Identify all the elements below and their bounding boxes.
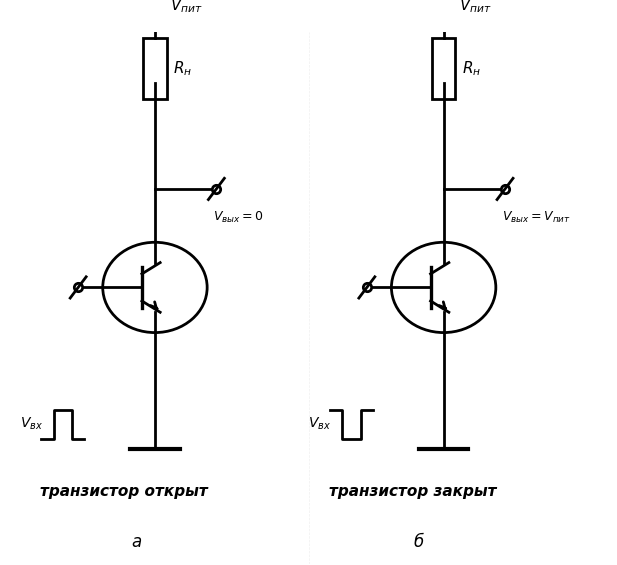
- Text: $R_{н}$: $R_{н}$: [173, 59, 193, 78]
- Text: транзистор открыт: транзистор открыт: [40, 484, 208, 499]
- Text: транзистор закрыт: транзистор закрыт: [329, 484, 497, 499]
- Text: $V_{вх}$: $V_{вх}$: [308, 416, 331, 432]
- Text: $V_{пит}$: $V_{пит}$: [170, 0, 203, 15]
- Text: б: б: [414, 533, 424, 551]
- Text: $V_{вх}$: $V_{вх}$: [20, 416, 43, 432]
- Text: $V_{вых}=V_{пит}$: $V_{вых}=V_{пит}$: [502, 210, 571, 225]
- Text: $V_{пит}$: $V_{пит}$: [459, 0, 492, 15]
- Text: $R_{н}$: $R_{н}$: [462, 59, 481, 78]
- Text: а: а: [131, 533, 142, 551]
- Bar: [432, 38, 455, 99]
- Text: $V_{вых}=0$: $V_{вых}=0$: [213, 210, 264, 225]
- Bar: [143, 38, 167, 99]
